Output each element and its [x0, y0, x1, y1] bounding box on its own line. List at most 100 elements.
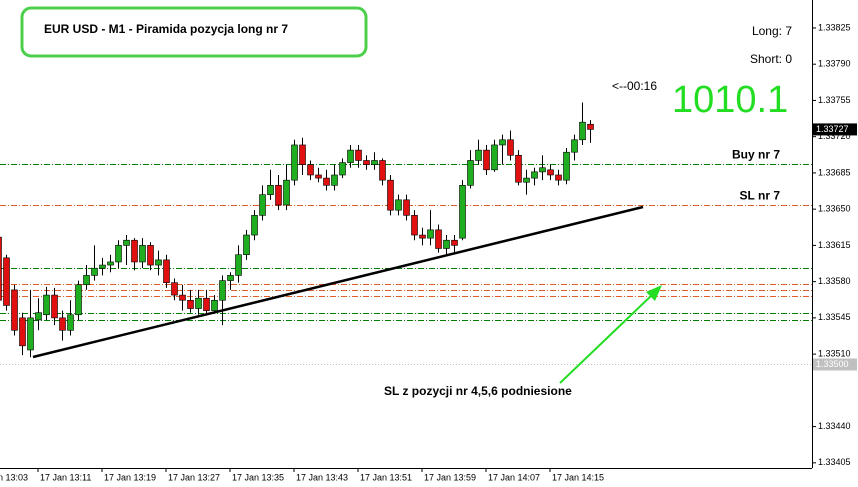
candle-body: [99, 264, 106, 269]
candle-body: [155, 259, 162, 266]
candle-body: [563, 151, 570, 181]
candle-body: [43, 294, 50, 316]
candle-body: [291, 144, 298, 181]
candle-body: [403, 199, 410, 216]
candle-body: [147, 245, 154, 266]
x-tick-label: 17 Jan 13:03: [0, 472, 28, 482]
arrow-head: [646, 285, 662, 301]
candle-body: [435, 229, 442, 249]
level-label: SL nr 7: [740, 189, 781, 203]
long-count: Long: 7: [752, 24, 792, 38]
candle-body: [571, 139, 578, 153]
title-box: [20, 6, 368, 58]
candle-body: [531, 171, 538, 179]
candle-body: [187, 299, 194, 309]
candle-body: [0, 236, 2, 301]
candle-body: [587, 123, 594, 130]
candle-body: [259, 194, 266, 216]
candle-body: [115, 245, 122, 263]
x-tick-label: 17 Jan 13:11: [40, 472, 91, 482]
candle-body: [75, 284, 82, 316]
x-tick-label: 17 Jan 13:27: [168, 472, 220, 482]
x-tick-label: 17 Jan 14:07: [488, 472, 540, 482]
candle-body: [323, 177, 330, 186]
candle-body: [467, 160, 474, 186]
candle-body: [35, 312, 42, 321]
candle-body: [307, 164, 314, 176]
y-tick-label: 1.33510: [818, 348, 851, 358]
candle-body: [123, 239, 130, 246]
candle-body: [211, 299, 218, 311]
candle-body: [299, 144, 306, 165]
candle-body: [59, 317, 66, 331]
candle-body: [3, 257, 10, 306]
candle-body: [443, 239, 450, 249]
level-label: Buy nr 7: [732, 148, 780, 162]
y-tick-label: 1.33615: [818, 240, 851, 250]
candle-body: [459, 185, 466, 239]
candle-body: [379, 160, 386, 181]
candle-body: [395, 199, 402, 211]
current-price-box: [813, 123, 857, 136]
candle-body: [411, 215, 418, 236]
y-tick-label: 1.33580: [818, 276, 851, 286]
candle-body: [251, 215, 258, 236]
x-tick-label: 17 Jan 13:51: [360, 472, 412, 482]
level-price-box: [813, 358, 857, 371]
candle-body: [355, 149, 362, 161]
chart-title: EUR USD - M1 - Piramida pozycja long nr …: [44, 22, 288, 36]
candle-body: [523, 177, 530, 183]
candle-body: [219, 280, 226, 301]
y-tick-label: 1.33685: [818, 167, 851, 177]
candle-body: [107, 261, 114, 266]
y-tick-label: 1.33545: [818, 312, 851, 322]
candle-body: [347, 149, 354, 163]
candle-body: [491, 144, 498, 171]
candle-body: [371, 160, 378, 165]
candle-body: [515, 155, 522, 183]
candle-body: [475, 149, 482, 161]
y-tick-label: 1.33790: [818, 59, 851, 69]
level-price: 1.33500: [816, 359, 849, 369]
candle-body: [163, 259, 170, 283]
arrow: [559, 294, 653, 384]
candle-body: [67, 314, 74, 331]
x-tick-label: 17 Jan 14:15: [552, 472, 604, 482]
x-tick-label: 17 Jan 13:19: [104, 472, 156, 482]
y-tick-label: 1.33405: [818, 457, 851, 467]
candle-body: [171, 282, 178, 296]
candle-body: [539, 167, 546, 173]
x-tick-label: 17 Jan 13:59: [424, 472, 476, 482]
candle-body: [387, 179, 394, 211]
candle-body: [179, 294, 186, 301]
candle-body: [555, 174, 562, 181]
candle-body: [139, 245, 146, 263]
y-tick-label: 1.33720: [818, 131, 851, 141]
candle-body: [51, 294, 58, 319]
candle-body: [243, 234, 250, 256]
candle-body: [131, 239, 138, 263]
profit: 1010.1: [672, 79, 788, 121]
candle-body: [419, 234, 426, 239]
candle-body: [203, 297, 210, 311]
candle-body: [19, 317, 26, 347]
y-tick-label: 1.33440: [818, 421, 851, 431]
trend-line: [32, 205, 644, 359]
candle-body: [267, 185, 274, 195]
candle-body: [339, 162, 346, 176]
candle-body: [363, 160, 370, 165]
candle-body: [11, 289, 18, 331]
candle-body: [547, 169, 554, 176]
candle-body: [283, 179, 290, 206]
candle-body: [195, 297, 202, 309]
x-tick-label: 17 Jan 13:35: [232, 472, 284, 482]
x-tick-label: 17 Jan 13:43: [296, 472, 348, 482]
candle-body: [331, 174, 338, 186]
candle-body: [227, 275, 234, 281]
candle-body: [451, 239, 458, 246]
candle-body: [275, 185, 282, 206]
candle-body: [579, 121, 586, 141]
candle-body: [315, 174, 322, 179]
